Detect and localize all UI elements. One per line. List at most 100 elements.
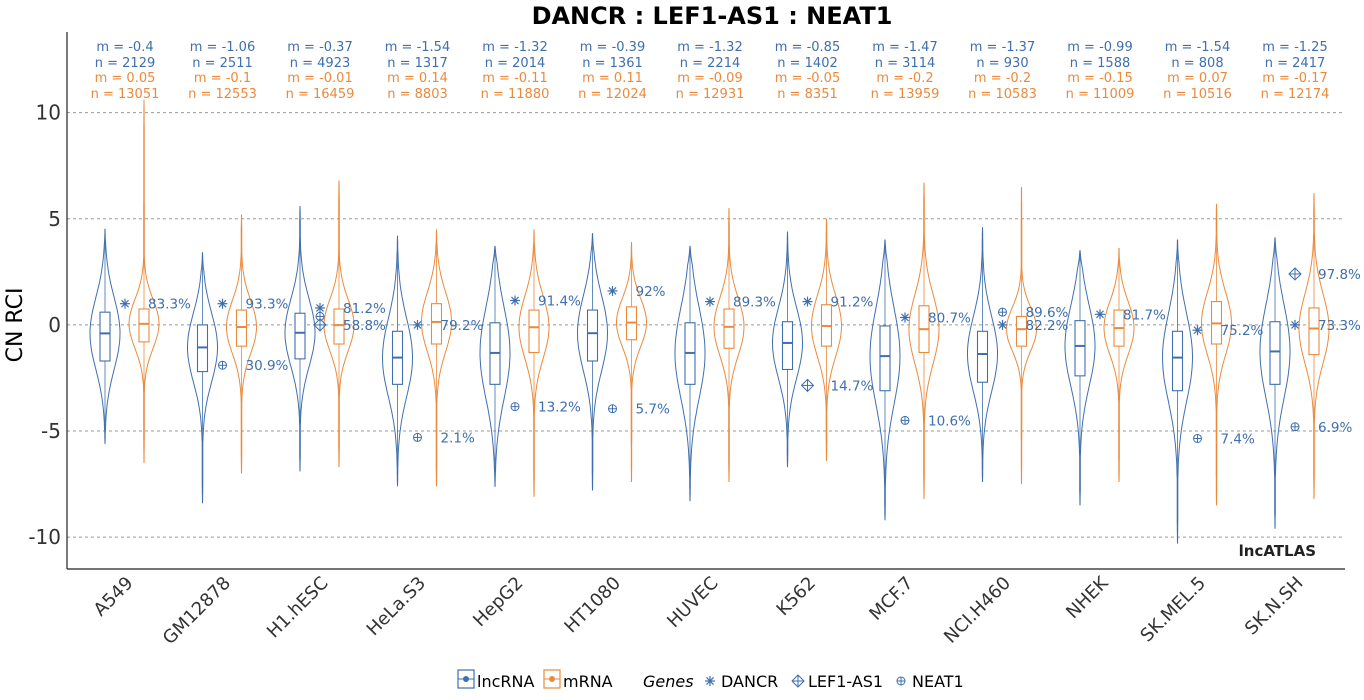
asterisk-stroke xyxy=(706,677,714,685)
mrna-violin-group xyxy=(420,229,453,487)
stat-count-label: n = 11009 xyxy=(1066,87,1135,102)
y-axis-label: CN RCI xyxy=(3,288,28,363)
lncrna-box xyxy=(879,325,891,392)
diamond-plus-symbol xyxy=(800,378,815,393)
lncrna-violin-group xyxy=(284,205,316,472)
gene-percent-label: 10.6% xyxy=(928,413,971,429)
stat-median-label: m = -0.2 xyxy=(876,71,933,86)
x-tick-label: A549 xyxy=(90,573,138,621)
mrna-box xyxy=(1015,315,1028,347)
gene-percent-label: 89.3% xyxy=(733,295,776,311)
x-tick-label: NHEK xyxy=(1062,572,1113,623)
stat-median-label: m = 0.14 xyxy=(387,71,448,86)
mrna-box xyxy=(528,309,540,354)
gene-percent-label: 14.7% xyxy=(831,378,874,394)
asterisk-stroke xyxy=(998,320,1007,329)
circle-plus-symbol xyxy=(1193,433,1202,443)
gene-percent-label: 82.2% xyxy=(1026,318,1069,334)
lncrna-violin-group xyxy=(869,239,901,521)
gene-percent-label: 73.3% xyxy=(1318,318,1361,334)
x-tick-label: HeLa.S3 xyxy=(363,573,430,640)
mrna-violin xyxy=(713,208,745,483)
asterisk-symbol xyxy=(1192,325,1203,336)
gene-percent-label: 5.7% xyxy=(636,402,670,418)
stat-count-label: n = 808 xyxy=(1171,56,1223,71)
circle-plus-symbol xyxy=(413,432,422,442)
stat-count-label: n = 1402 xyxy=(777,56,837,71)
asterisk-stroke xyxy=(1291,320,1299,329)
legend-key-mrna xyxy=(543,669,561,689)
asterisk-stroke xyxy=(413,320,422,329)
circle-plus-symbol xyxy=(998,307,1007,317)
gene-percent-label: 79.2% xyxy=(441,318,484,334)
x-tick-label: HepG2 xyxy=(469,573,527,631)
stat-median-label: m = 0.05 xyxy=(95,71,156,86)
lncrna-violin xyxy=(967,227,998,483)
legend-label-lncrna: lncRNA xyxy=(477,672,534,691)
stat-median-label: m = -0.37 xyxy=(287,40,352,55)
mrna-box xyxy=(1308,307,1320,356)
mrna-violin xyxy=(616,242,647,483)
gene-percent-label: 6.9% xyxy=(1318,420,1352,436)
circle-plus-symbol xyxy=(218,360,227,370)
mrna-violin xyxy=(1006,186,1037,485)
grid-layer xyxy=(67,112,1345,538)
gene-percent-label: 30.9% xyxy=(246,358,289,374)
gene-percent-label: 92% xyxy=(636,284,666,300)
gene-percent-label: 91.2% xyxy=(831,295,874,311)
mrna-violin xyxy=(810,218,843,461)
stat-median-label: m = 0.07 xyxy=(1167,71,1228,86)
legend-genes-title: Genes xyxy=(643,672,694,691)
asterisk-symbol xyxy=(802,296,813,307)
lncrna-box xyxy=(1074,320,1086,377)
stat-count-label: n = 3114 xyxy=(875,56,935,71)
stat-count-label: n = 12931 xyxy=(676,87,745,102)
asterisk-symbol xyxy=(900,312,910,323)
mrna-violin-group xyxy=(323,180,355,468)
asterisk-symbol xyxy=(705,676,715,686)
asterisk-symbol xyxy=(217,298,228,309)
mrna-violin-group xyxy=(1006,186,1037,485)
x-tick-label: HUVEC xyxy=(663,573,722,632)
circle-plus-symbol xyxy=(900,415,910,425)
stat-count-label: n = 13051 xyxy=(91,87,160,102)
mrna-violin-group xyxy=(908,182,940,500)
x-tick-label: SK.MEL.5 xyxy=(1136,573,1210,647)
gene-percent-label: 7.4% xyxy=(1221,431,1255,447)
stat-median-label: m = -0.15 xyxy=(1067,71,1132,86)
stat-median-label: m = -0.4 xyxy=(96,40,153,55)
stat-median-label: m = -1.54 xyxy=(1165,40,1230,55)
lncrna-violin-group xyxy=(967,227,998,483)
asterisk-stroke xyxy=(706,297,714,306)
stat-count-label: n = 1588 xyxy=(1070,56,1130,71)
legend: lncRNA mRNA Genes DANCR LEF1-AS1 NEAT1 xyxy=(457,669,964,691)
stat-count-label: n = 13959 xyxy=(871,87,940,102)
gene-percent-label: 83.3% xyxy=(148,297,191,313)
stat-count-label: n = 10583 xyxy=(968,87,1037,102)
mrna-box xyxy=(235,309,248,347)
chart-title: DANCR : LEF1-AS1 : NEAT1 xyxy=(532,2,893,30)
mrna-box xyxy=(430,303,443,345)
stat-median-label: m = -0.11 xyxy=(482,71,547,86)
stat-count-label: n = 12174 xyxy=(1261,87,1330,102)
stat-median-label: m = -0.39 xyxy=(580,40,645,55)
asterisk-stroke xyxy=(1096,310,1104,319)
asterisk-symbol xyxy=(315,302,325,313)
lncrna-box xyxy=(99,311,111,362)
asterisk-stroke xyxy=(316,303,324,312)
stat-count-label: n = 1317 xyxy=(387,56,447,71)
mrna-violin-group xyxy=(518,229,550,497)
stat-count-label: n = 2014 xyxy=(485,56,545,71)
lncrna-violin-group xyxy=(89,228,121,444)
stat-count-label: n = 11880 xyxy=(481,87,550,102)
stat-median-label: m = -1.54 xyxy=(385,40,450,55)
stat-count-label: n = 1361 xyxy=(582,56,642,71)
legend-gene-lef1-as1: LEF1-AS1 xyxy=(808,672,883,691)
stat-median-label: m = -1.32 xyxy=(482,40,547,55)
stat-median-label: m = 0.11 xyxy=(582,71,643,86)
mrna-violin-group xyxy=(713,208,745,483)
stat-median-label: m = -1.47 xyxy=(872,40,937,55)
stat-count-label: n = 2214 xyxy=(680,56,740,71)
violin-layer xyxy=(89,99,1330,544)
stat-median-label: m = -0.1 xyxy=(194,71,251,86)
